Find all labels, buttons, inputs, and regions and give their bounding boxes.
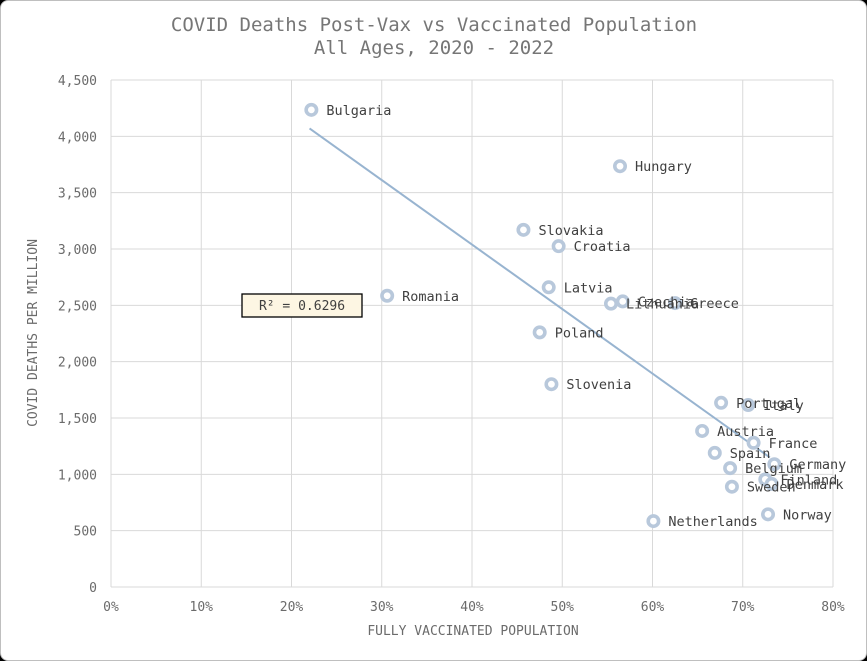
label-portugal: Portugal — [736, 396, 801, 412]
x-tick-label: 80% — [821, 600, 845, 615]
point-sweden — [724, 479, 739, 494]
chart-title: COVID Deaths Post-Vax vs Vaccinated Popu… — [171, 14, 697, 36]
y-tick-label: 2,000 — [58, 356, 97, 371]
r-squared-box: R² = 0.6296 — [241, 293, 363, 318]
y-tick-label: 3,000 — [58, 243, 97, 258]
x-tick-label: 0% — [103, 600, 119, 615]
label-latvia: Latvia — [564, 280, 613, 296]
y-tick-label: 4,000 — [58, 130, 97, 145]
y-tick-label: 1,500 — [58, 412, 97, 427]
point-slovakia — [516, 222, 531, 237]
x-tick-label: 40% — [460, 600, 484, 615]
point-denmark — [764, 476, 779, 491]
point-spain — [707, 445, 722, 460]
label-hungary: Hungary — [635, 159, 692, 175]
point-france — [746, 435, 761, 450]
label-france: France — [769, 436, 818, 452]
point-austria — [695, 423, 710, 438]
label-croatia: Croatia — [574, 239, 631, 255]
point-slovenia — [544, 377, 559, 392]
label-slovakia: Slovakia — [538, 223, 603, 239]
label-slovenia: Slovenia — [566, 377, 631, 393]
point-portugal — [714, 395, 729, 410]
point-bulgaria — [304, 102, 319, 117]
y-tick-label: 0 — [89, 581, 97, 596]
x-tick-label: 10% — [190, 600, 214, 615]
label-germany: Germany — [789, 457, 846, 473]
label-spain: Spain — [730, 446, 771, 462]
point-norway — [761, 507, 776, 522]
y-tick-label: 3,500 — [58, 187, 97, 202]
label-greece: Greece — [690, 296, 739, 312]
r-squared-label: R² = 0.6296 — [259, 299, 345, 314]
y-axis-ticks: 0 500 1,000 1,500 2,000 2,500 3,000 3,500 4,000 4… — [58, 74, 97, 596]
label-norway: Norway — [783, 507, 832, 523]
x-tick-label: 20% — [280, 600, 304, 615]
point-belgium — [723, 461, 738, 476]
point-lithuania — [603, 296, 618, 311]
x-axis-label: FULLY VACCINATED POPULATION — [367, 624, 578, 639]
point-germany — [767, 457, 782, 472]
trendline — [308, 127, 771, 459]
label-italy: Italy — [763, 398, 804, 414]
y-tick-label: 500 — [74, 525, 97, 540]
point-romania — [380, 288, 395, 303]
label-bulgaria: Bulgaria — [326, 103, 391, 119]
label-sweden: Sweden — [747, 480, 796, 496]
x-tick-label: 30% — [370, 600, 394, 615]
label-netherlands: Netherlands — [668, 514, 757, 530]
point-poland — [532, 325, 547, 340]
label-lithuania: Lithuania — [626, 297, 699, 313]
point-hungary — [613, 159, 628, 174]
label-denmark: Denmark — [787, 477, 844, 493]
y-tick-label: 1,000 — [58, 468, 97, 483]
y-tick-label: 4,500 — [58, 74, 97, 89]
point-netherlands — [646, 514, 661, 529]
x-tick-label: 60% — [641, 600, 665, 615]
label-poland: Poland — [555, 325, 604, 341]
label-austria: Austria — [717, 424, 774, 440]
data-points — [304, 102, 782, 529]
label-finland: Finland — [780, 472, 837, 488]
gridlines — [110, 79, 834, 588]
label-belgium: Belgium — [745, 461, 802, 477]
chart-subtitle: All Ages, 2020 - 2022 — [314, 37, 554, 59]
y-tick-label: 2,500 — [58, 299, 97, 314]
point-czechia — [615, 294, 630, 309]
x-tick-label: 50% — [551, 600, 575, 615]
point-greece — [668, 296, 683, 311]
y-axis-label: COVID DEATHS PER MILLION — [26, 239, 41, 427]
label-romania: Romania — [402, 289, 459, 305]
point-croatia — [551, 239, 566, 254]
x-axis-ticks: 0% 10% 20% 30% 40% 50% 60% 70% 80% — [103, 600, 845, 615]
point-latvia — [541, 280, 556, 295]
trendline-group — [308, 127, 771, 459]
x-tick-label: 70% — [731, 600, 755, 615]
label-czechia: Czechia — [638, 294, 695, 310]
point-italy — [741, 398, 756, 413]
